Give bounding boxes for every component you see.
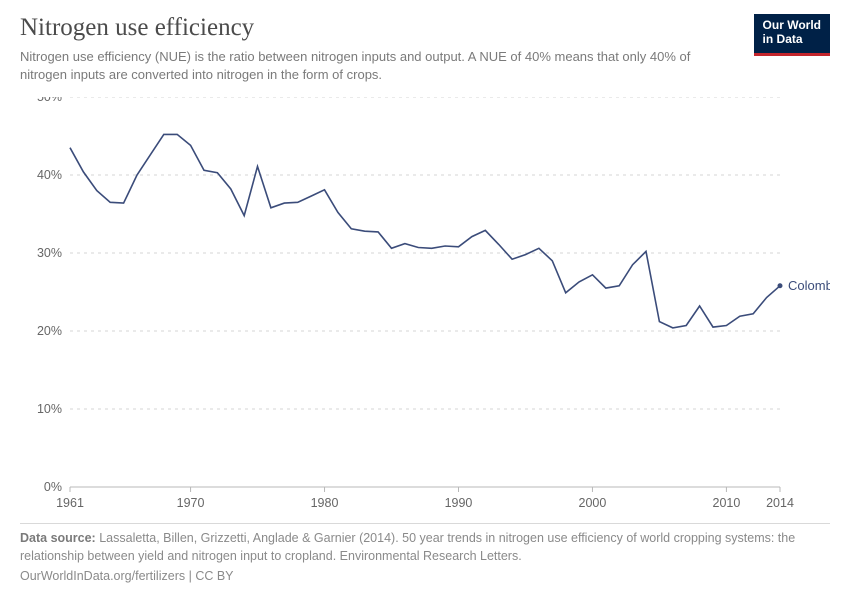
series-label: Colombia <box>788 278 830 293</box>
x-tick-label: 2014 <box>766 496 794 510</box>
source-prefix: Data source: <box>20 531 96 545</box>
x-tick-label: 1970 <box>177 496 205 510</box>
footer-url-line: OurWorldInData.org/fertilizers | CC BY <box>20 568 830 586</box>
y-tick-label: 10% <box>37 402 62 416</box>
source-text: Lassaletta, Billen, Grizzetti, Anglade &… <box>20 531 795 563</box>
y-tick-label: 0% <box>44 480 62 494</box>
logo-line2: in Data <box>763 32 803 46</box>
logo-line1: Our World <box>763 18 821 32</box>
page-title: Nitrogen use efficiency <box>20 14 742 42</box>
chart-area: 0% 10% 20% 30% 40% 50% 1961 1970 1980 1990 2000 201… <box>20 97 830 515</box>
footer-url: OurWorldInData.org/fertilizers <box>20 569 185 583</box>
footer: Data source: Lassaletta, Billen, Grizzet… <box>20 530 830 586</box>
footer-divider <box>20 523 830 524</box>
x-tick-label: 2000 <box>579 496 607 510</box>
y-tick-label: 50% <box>37 97 62 104</box>
x-tick-label: 2010 <box>713 496 741 510</box>
owid-logo: Our World in Data <box>754 14 830 56</box>
series-line <box>70 134 780 328</box>
series-end-marker <box>778 283 783 288</box>
y-tick-label: 20% <box>37 324 62 338</box>
x-tick-label: 1961 <box>56 496 84 510</box>
y-tick-label: 40% <box>37 168 62 182</box>
header: Nitrogen use efficiency Nitrogen use eff… <box>20 14 830 83</box>
subtitle: Nitrogen use efficiency (NUE) is the rat… <box>20 48 740 83</box>
footer-sep: | <box>185 569 195 583</box>
x-tick-label: 1990 <box>445 496 473 510</box>
x-tick-label: 1980 <box>311 496 339 510</box>
footer-license: CC BY <box>195 569 233 583</box>
source-line: Data source: Lassaletta, Billen, Grizzet… <box>20 530 830 565</box>
line-chart: 0% 10% 20% 30% 40% 50% 1961 1970 1980 1990 2000 201… <box>20 97 830 515</box>
y-tick-label: 30% <box>37 246 62 260</box>
